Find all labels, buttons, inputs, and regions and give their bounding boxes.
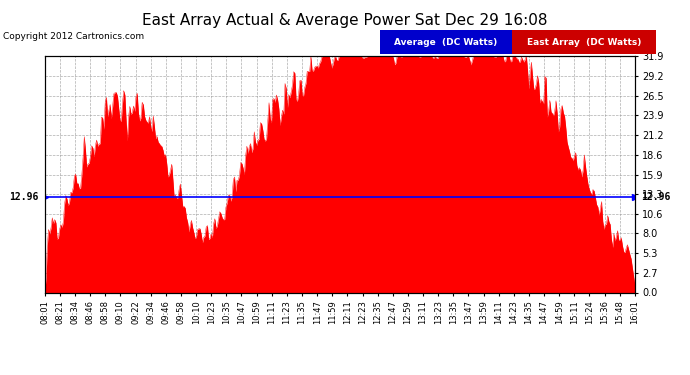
Text: East Array  (DC Watts): East Array (DC Watts) [526, 38, 641, 47]
Text: 12.96: 12.96 [10, 192, 39, 201]
Text: Average  (DC Watts): Average (DC Watts) [394, 38, 497, 47]
Text: 12.96: 12.96 [641, 192, 670, 201]
Text: East Array Actual & Average Power Sat Dec 29 16:08: East Array Actual & Average Power Sat De… [142, 13, 548, 28]
Text: Copyright 2012 Cartronics.com: Copyright 2012 Cartronics.com [3, 32, 145, 41]
FancyBboxPatch shape [512, 30, 656, 54]
FancyBboxPatch shape [380, 30, 512, 54]
